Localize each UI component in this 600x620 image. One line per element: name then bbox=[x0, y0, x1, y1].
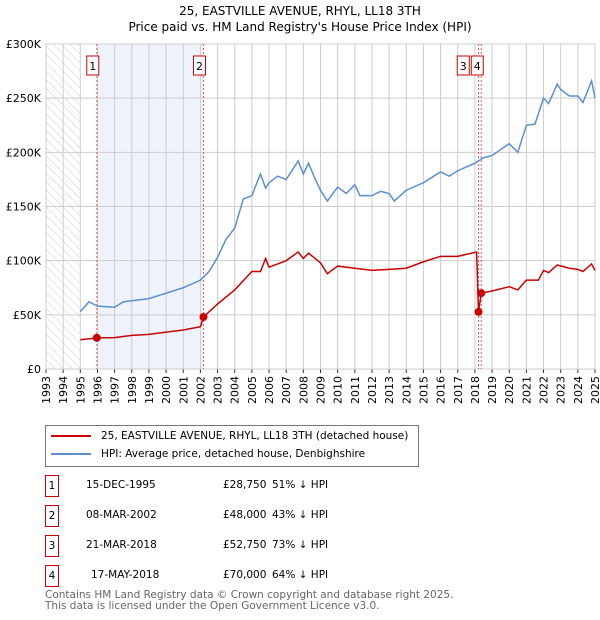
x-tick-label: 2017 bbox=[452, 376, 465, 404]
sale-marker-label-1: 1 bbox=[89, 60, 96, 73]
x-tick-label: 1998 bbox=[126, 376, 139, 404]
x-tick-label: 1999 bbox=[143, 376, 156, 404]
y-tick-label: £100K bbox=[6, 255, 42, 268]
y-tick-label: £0 bbox=[27, 363, 41, 376]
x-tick-label: 2011 bbox=[349, 376, 362, 404]
legend-swatch-hpi bbox=[51, 453, 91, 455]
x-tick-label: 2018 bbox=[469, 376, 482, 404]
chart-title: 25, EASTVILLE AVENUE, RHYL, LL18 3TH bbox=[179, 4, 421, 18]
x-tick-label: 2003 bbox=[212, 376, 225, 404]
sale-date: 21-MAR-2018 bbox=[86, 539, 157, 551]
hpi-line bbox=[79, 78, 596, 313]
x-tick-label: 2023 bbox=[555, 376, 568, 404]
sale-hpi-diff: 73% ↓ HPI bbox=[272, 539, 329, 551]
x-tick-label: 1994 bbox=[57, 376, 70, 404]
x-tick-label: 2009 bbox=[315, 376, 328, 404]
x-tick-label: 2024 bbox=[572, 376, 585, 404]
x-tick-label: 2008 bbox=[297, 376, 310, 404]
x-tick-label: 2012 bbox=[366, 376, 379, 404]
x-tick-label: 2025 bbox=[589, 376, 600, 404]
sale-price: £28,750 bbox=[223, 479, 267, 491]
sale-number: 3 bbox=[45, 535, 59, 557]
x-tick-label: 2006 bbox=[263, 376, 276, 404]
x-tick-label: 2001 bbox=[177, 376, 190, 404]
x-tick-label: 1997 bbox=[109, 376, 122, 404]
x-tick-label: 2020 bbox=[503, 376, 516, 404]
sale-point-3 bbox=[474, 307, 483, 316]
sale-point-2 bbox=[199, 313, 208, 321]
x-tick-label: 1993 bbox=[40, 376, 53, 404]
sale-marker-box-1 bbox=[86, 55, 100, 76]
y-tick-label: £150K bbox=[6, 201, 42, 214]
sale-hpi-diff: 64% ↓ HPI bbox=[272, 569, 329, 581]
x-tick-label: 2021 bbox=[520, 376, 533, 404]
y-tick-label: £200K bbox=[6, 146, 42, 159]
sale-point-1 bbox=[92, 333, 101, 342]
sale-marker-label-4: 4 bbox=[474, 60, 481, 73]
x-tick-label: 2002 bbox=[194, 376, 207, 404]
sale-marker-label-3: 3 bbox=[460, 60, 467, 73]
sale-marker-label-2: 2 bbox=[196, 60, 203, 73]
legend: 25, EASTVILLE AVENUE, RHYL, LL18 3TH (de… bbox=[45, 425, 419, 467]
sale-date: 17-MAY-2018 bbox=[91, 569, 160, 581]
sale-price: £70,000 bbox=[223, 569, 267, 581]
x-tick-label: 2022 bbox=[538, 376, 551, 404]
y-tick-label: £250K bbox=[6, 92, 42, 105]
plot-area: 1993 1994 1995 1996 1997 1998 1999 2000 2001 2002… bbox=[6, 38, 600, 404]
property-price-line bbox=[80, 250, 596, 341]
chart-subtitle: Price paid vs. HM Land Registry's House … bbox=[128, 20, 472, 34]
footer-line1: Contains HM Land Registry data © Crown c… bbox=[45, 589, 454, 601]
y-tick-label: £50K bbox=[13, 309, 42, 322]
x-tick-label: 2013 bbox=[383, 376, 396, 404]
sale-number: 1 bbox=[45, 475, 59, 497]
sale-price: £52,750 bbox=[223, 539, 267, 551]
x-tick-label: 1996 bbox=[91, 376, 104, 404]
x-tick-label: 2015 bbox=[417, 376, 430, 404]
sale-number: 2 bbox=[45, 505, 59, 527]
x-tick-label: 2016 bbox=[435, 376, 448, 404]
x-tick-label: 2005 bbox=[246, 376, 259, 404]
sale-date: 15-DEC-1995 bbox=[86, 479, 156, 491]
footer-line2: This data is licensed under the Open Gov… bbox=[45, 600, 380, 612]
x-tick-label: 2010 bbox=[332, 376, 345, 404]
x-tick-label: 2014 bbox=[400, 376, 413, 404]
x-tick-label: 2019 bbox=[486, 376, 499, 404]
sale-hpi-diff: 51% ↓ HPI bbox=[272, 479, 329, 491]
sale-price: £48,000 bbox=[223, 509, 267, 521]
sale-marker-box-4 bbox=[470, 55, 484, 76]
y-tick-label: £300K bbox=[6, 38, 42, 51]
x-tick-label: 2007 bbox=[280, 376, 293, 404]
footer: Contains HM Land Registry data © Crown c… bbox=[45, 590, 453, 612]
legend-label-property: 25, EASTVILLE AVENUE, RHYL, LL18 3TH (de… bbox=[101, 430, 409, 442]
sale-number: 4 bbox=[45, 565, 59, 587]
x-tick-label: 2000 bbox=[160, 376, 173, 404]
legend-label-hpi: HPI: Average price, detached house, Denb… bbox=[101, 448, 366, 460]
x-tick-label: 1995 bbox=[74, 376, 87, 404]
sale-marker-box-2 bbox=[192, 55, 206, 76]
plot-border bbox=[45, 43, 596, 370]
sale-date: 08-MAR-2002 bbox=[86, 509, 157, 521]
x-tick-label: 2004 bbox=[229, 376, 242, 404]
legend-swatch-property bbox=[51, 435, 91, 437]
sale-hpi-diff: 43% ↓ HPI bbox=[272, 509, 329, 521]
sale-marker-box-3 bbox=[456, 55, 470, 76]
sale-point-4 bbox=[477, 289, 486, 298]
